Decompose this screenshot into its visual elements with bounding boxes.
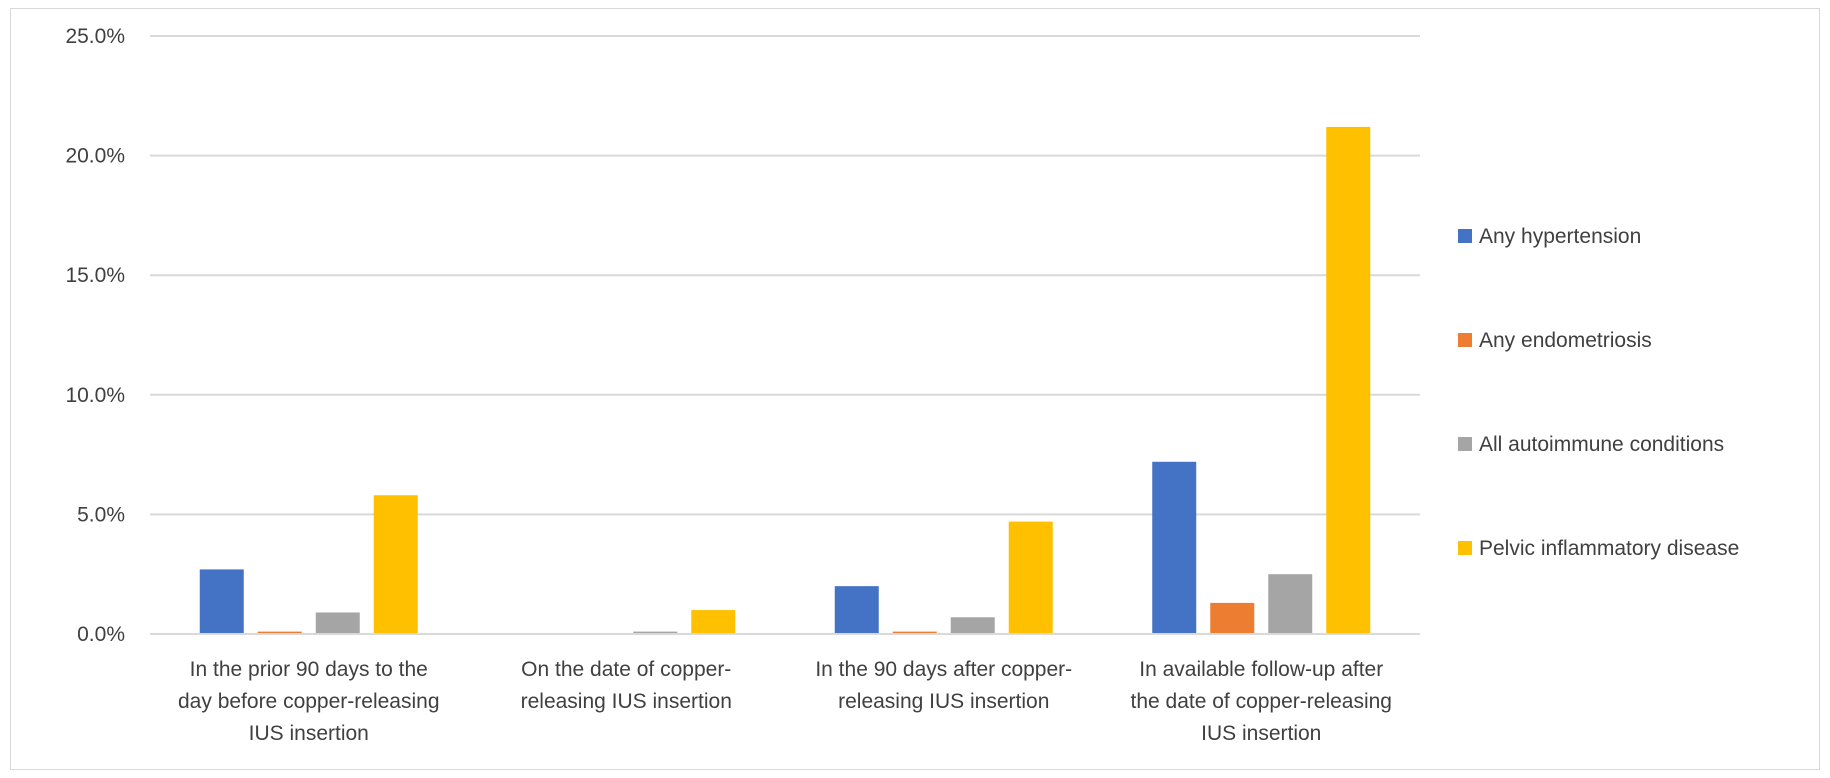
legend-item: All autoimmune conditions: [1458, 433, 1724, 456]
bar: [373, 495, 418, 634]
y-tick-label: 20.0%: [65, 145, 125, 168]
bar: [633, 631, 678, 634]
bar: [315, 612, 360, 634]
legend-swatch: [1458, 229, 1472, 243]
bar: [950, 617, 995, 634]
y-tick-label: 0.0%: [77, 623, 125, 646]
x-category-label: In available follow-up after the date of …: [1130, 658, 1392, 745]
x-category-label: In the prior 90 days to the day before co…: [178, 658, 440, 745]
bar: [1008, 521, 1053, 634]
legend-swatch: [1458, 333, 1472, 347]
bar: [691, 610, 736, 634]
legend-swatch: [1458, 437, 1472, 451]
legend-label: Pelvic inflammatory disease: [1479, 537, 1739, 560]
x-category-label: On the date of copper-releasing IUS inse…: [521, 658, 732, 713]
legend-label: All autoimmune conditions: [1479, 433, 1724, 456]
legend-item: Any endometriosis: [1458, 329, 1652, 352]
gridlines: [150, 35, 1420, 516]
bar: [199, 569, 244, 634]
bar: [834, 586, 879, 634]
bar: [1326, 126, 1371, 635]
legend-swatch: [1458, 541, 1472, 555]
bar: [1210, 602, 1255, 634]
legend: Any hypertension Any endometriosis All aut…: [1458, 225, 1739, 560]
bars: [199, 126, 1371, 635]
y-axis-ticks: 0.0% 5.0% 10.0% 15.0% 20.0% 25.0%: [65, 25, 125, 646]
y-tick-label: 5.0%: [77, 503, 125, 526]
y-tick-label: 15.0%: [65, 264, 125, 287]
bar: [1268, 574, 1313, 634]
legend-item: Pelvic inflammatory disease: [1458, 537, 1739, 560]
legend-label: Any hypertension: [1479, 225, 1641, 248]
bar: [892, 631, 937, 634]
category-labels: In the prior 90 days to the day before co…: [178, 658, 1392, 745]
bar: [257, 631, 302, 634]
legend-label: Any endometriosis: [1479, 329, 1652, 352]
chart-frame: [10, 8, 1820, 770]
y-tick-label: 10.0%: [65, 384, 125, 407]
x-category-label: In the 90 days after copper-releasing IU…: [815, 658, 1072, 713]
bar: [1152, 461, 1197, 634]
y-tick-label: 25.0%: [65, 25, 125, 48]
legend-item: Any hypertension: [1458, 225, 1641, 248]
